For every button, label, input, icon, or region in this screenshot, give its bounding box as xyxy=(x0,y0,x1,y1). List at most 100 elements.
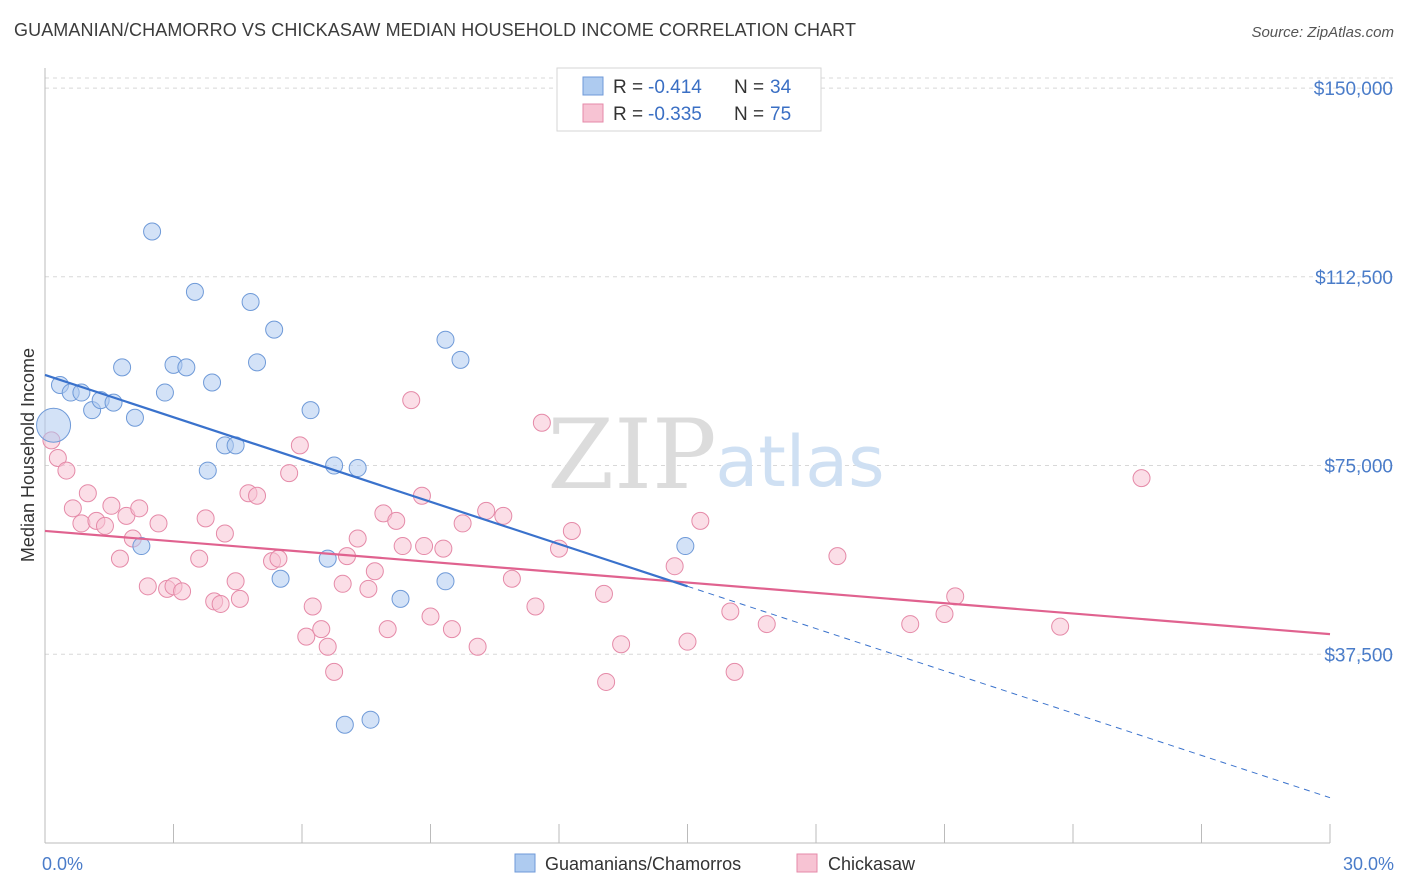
chickasaw-point xyxy=(57,461,76,480)
chickasaw-point xyxy=(102,496,121,515)
guamanian-point xyxy=(301,401,320,420)
chickasaw-point xyxy=(757,615,776,634)
axes xyxy=(44,68,1331,844)
chickasaw-point xyxy=(149,514,168,533)
chickasaw-point xyxy=(138,577,157,596)
chickasaw-point xyxy=(901,615,920,634)
guamanian-point xyxy=(436,572,455,591)
chickasaw-point xyxy=(230,589,249,608)
chickasaw-point xyxy=(1132,469,1151,488)
grid-lines xyxy=(45,77,1395,655)
chickasaw-point xyxy=(303,597,322,616)
source-label: Source: ZipAtlas.com xyxy=(1251,24,1394,41)
legend-r-value-1: -0.414 xyxy=(648,77,702,98)
chickasaw-point xyxy=(248,486,267,505)
x-tick-labels: 0.0% 30.0% xyxy=(42,854,1394,874)
chickasaw-point xyxy=(434,539,453,558)
guamanian-point xyxy=(125,408,144,427)
chickasaw-point xyxy=(318,637,337,656)
chickasaw-point xyxy=(477,501,496,520)
chickasaw-point xyxy=(678,632,697,651)
chickasaw-point xyxy=(442,620,461,639)
chickasaw-point xyxy=(95,516,114,535)
series-legend-label-blue: Guamanians/Chamorros xyxy=(545,854,741,874)
legend-n-value-1: 34 xyxy=(770,77,792,98)
guamanian-point xyxy=(155,383,174,402)
y-axis-label: Median Household Income xyxy=(18,348,38,562)
chickasaw-point xyxy=(215,524,234,543)
chickasaw-point xyxy=(348,529,367,548)
chickasaw-point xyxy=(297,627,316,646)
legend-r-label-2: R = xyxy=(613,104,643,125)
chickasaw-point xyxy=(453,514,472,533)
series-legend: Guamanians/Chamorros Chickasaw xyxy=(514,853,916,874)
legend-swatch-blue xyxy=(582,76,604,96)
guamanian-point xyxy=(451,350,470,369)
legend-r-value-2: -0.335 xyxy=(648,104,702,125)
guamanian-point xyxy=(177,358,196,377)
legend-n-value-2: 75 xyxy=(770,104,791,125)
chickasaw-point xyxy=(226,572,245,591)
chickasaw-point xyxy=(665,557,684,576)
guamanian-point xyxy=(265,320,284,339)
chickasaw-point xyxy=(280,464,299,483)
chickasaw-point xyxy=(378,620,397,639)
chickasaw-point xyxy=(421,607,440,626)
chickasaw-point xyxy=(532,413,551,432)
chickasaw-point xyxy=(290,436,309,455)
guamanian-point xyxy=(348,459,367,478)
chickasaw-point xyxy=(935,605,954,624)
chickasaw-point xyxy=(72,514,91,533)
chickasaw-point xyxy=(526,597,545,616)
series-chickasaw-points xyxy=(42,391,1151,691)
legend-n-label-2: N = xyxy=(734,104,764,125)
trendlines xyxy=(44,373,1331,799)
chickasaw-point xyxy=(946,587,965,606)
y-tick-label: $150,000 xyxy=(1314,79,1393,100)
guamanian-point xyxy=(203,373,222,392)
chickasaw-point xyxy=(387,511,406,530)
guamanian-point xyxy=(335,715,354,734)
guamanian-point xyxy=(361,710,380,729)
series-legend-swatch-pink xyxy=(796,853,818,873)
guamanian-point xyxy=(241,292,260,311)
watermark: ZIP atlas xyxy=(547,399,884,511)
chickasaw-point xyxy=(502,569,521,588)
guamanian-point xyxy=(36,407,72,443)
watermark-zip: ZIP xyxy=(547,399,716,511)
guamanian-point xyxy=(113,358,132,377)
chickasaw-point xyxy=(130,499,149,518)
watermark-atlas: atlas xyxy=(715,421,884,503)
chickasaw-point xyxy=(721,602,740,621)
chickasaw-point xyxy=(190,549,209,568)
chickasaw-point xyxy=(359,579,378,598)
chickasaw-point xyxy=(333,574,352,593)
chickasaw-point xyxy=(312,620,331,639)
chickasaw-point xyxy=(325,662,344,681)
chickasaw-point xyxy=(173,582,192,601)
x-tick-label: 0.0% xyxy=(42,854,83,874)
chickasaw-point xyxy=(594,584,613,603)
legend-r-label-1: R = xyxy=(613,77,643,98)
chickasaw-point xyxy=(269,549,288,568)
chickasaw-point xyxy=(402,391,421,410)
guamanian-point xyxy=(248,353,267,372)
chickasaw-point xyxy=(494,506,513,525)
series-legend-swatch-blue xyxy=(514,853,536,873)
chickasaw-point xyxy=(63,499,82,518)
chickasaw-point xyxy=(597,672,616,691)
chickasaw-point xyxy=(725,662,744,681)
legend-n-label-1: N = xyxy=(734,77,764,98)
guamanian-point xyxy=(436,330,455,349)
y-tick-label: $75,000 xyxy=(1324,457,1393,478)
y-tick-label: $37,500 xyxy=(1324,645,1393,666)
chickasaw-point xyxy=(828,547,847,566)
chickasaw-trendline xyxy=(44,529,1331,636)
chickasaw-point xyxy=(468,637,487,656)
guamanian-point xyxy=(676,537,695,556)
guamanian-point xyxy=(143,222,162,241)
guamanian-trendline-extension xyxy=(687,585,1331,799)
x-tick-label: 30.0% xyxy=(1343,854,1394,874)
chickasaw-point xyxy=(691,511,710,530)
